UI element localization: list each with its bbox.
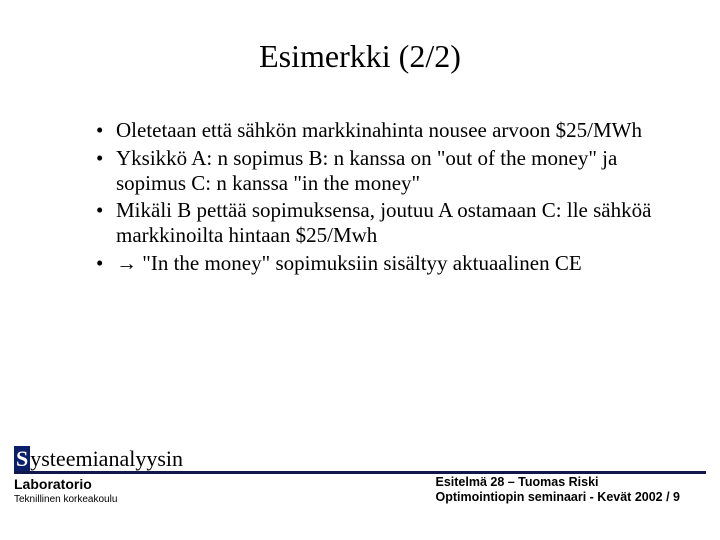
list-item: Yksikkö A: n sopimus B: n kanssa on "out…: [96, 146, 656, 196]
brand-rest: ysteemianalyysin: [30, 446, 183, 471]
footer-presenter: Esitelmä 28 – Tuomas Riski: [435, 475, 598, 489]
brand-lab: Laboratorio: [14, 476, 92, 492]
footer-seminar: Optimointiopin seminaari - Kevät 2002 / …: [435, 490, 680, 504]
slide-body: Oletetaan että sähkön markkinahinta nous…: [96, 118, 656, 279]
footer-divider: [14, 471, 706, 474]
brand-initial-box: S: [14, 446, 30, 471]
brand-university: Teknillinen korkeakoulu: [14, 494, 117, 505]
bullet-list: Oletetaan että sähkön markkinahinta nous…: [96, 118, 656, 276]
footer-meta: Esitelmä 28 – Tuomas Riski Optimointiopi…: [435, 475, 680, 506]
slide: Esimerkki (2/2) Oletetaan että sähkön ma…: [0, 0, 720, 540]
brand-name: Systeemianalyysin: [14, 446, 183, 472]
list-item: Mikäli B pettää sopimuksensa, joutuu A o…: [96, 198, 656, 248]
slide-title: Esimerkki (2/2): [0, 38, 720, 75]
list-item: Oletetaan että sähkön markkinahinta nous…: [96, 118, 656, 143]
list-item: → "In the money" sopimuksiin sisältyy ak…: [96, 251, 656, 276]
